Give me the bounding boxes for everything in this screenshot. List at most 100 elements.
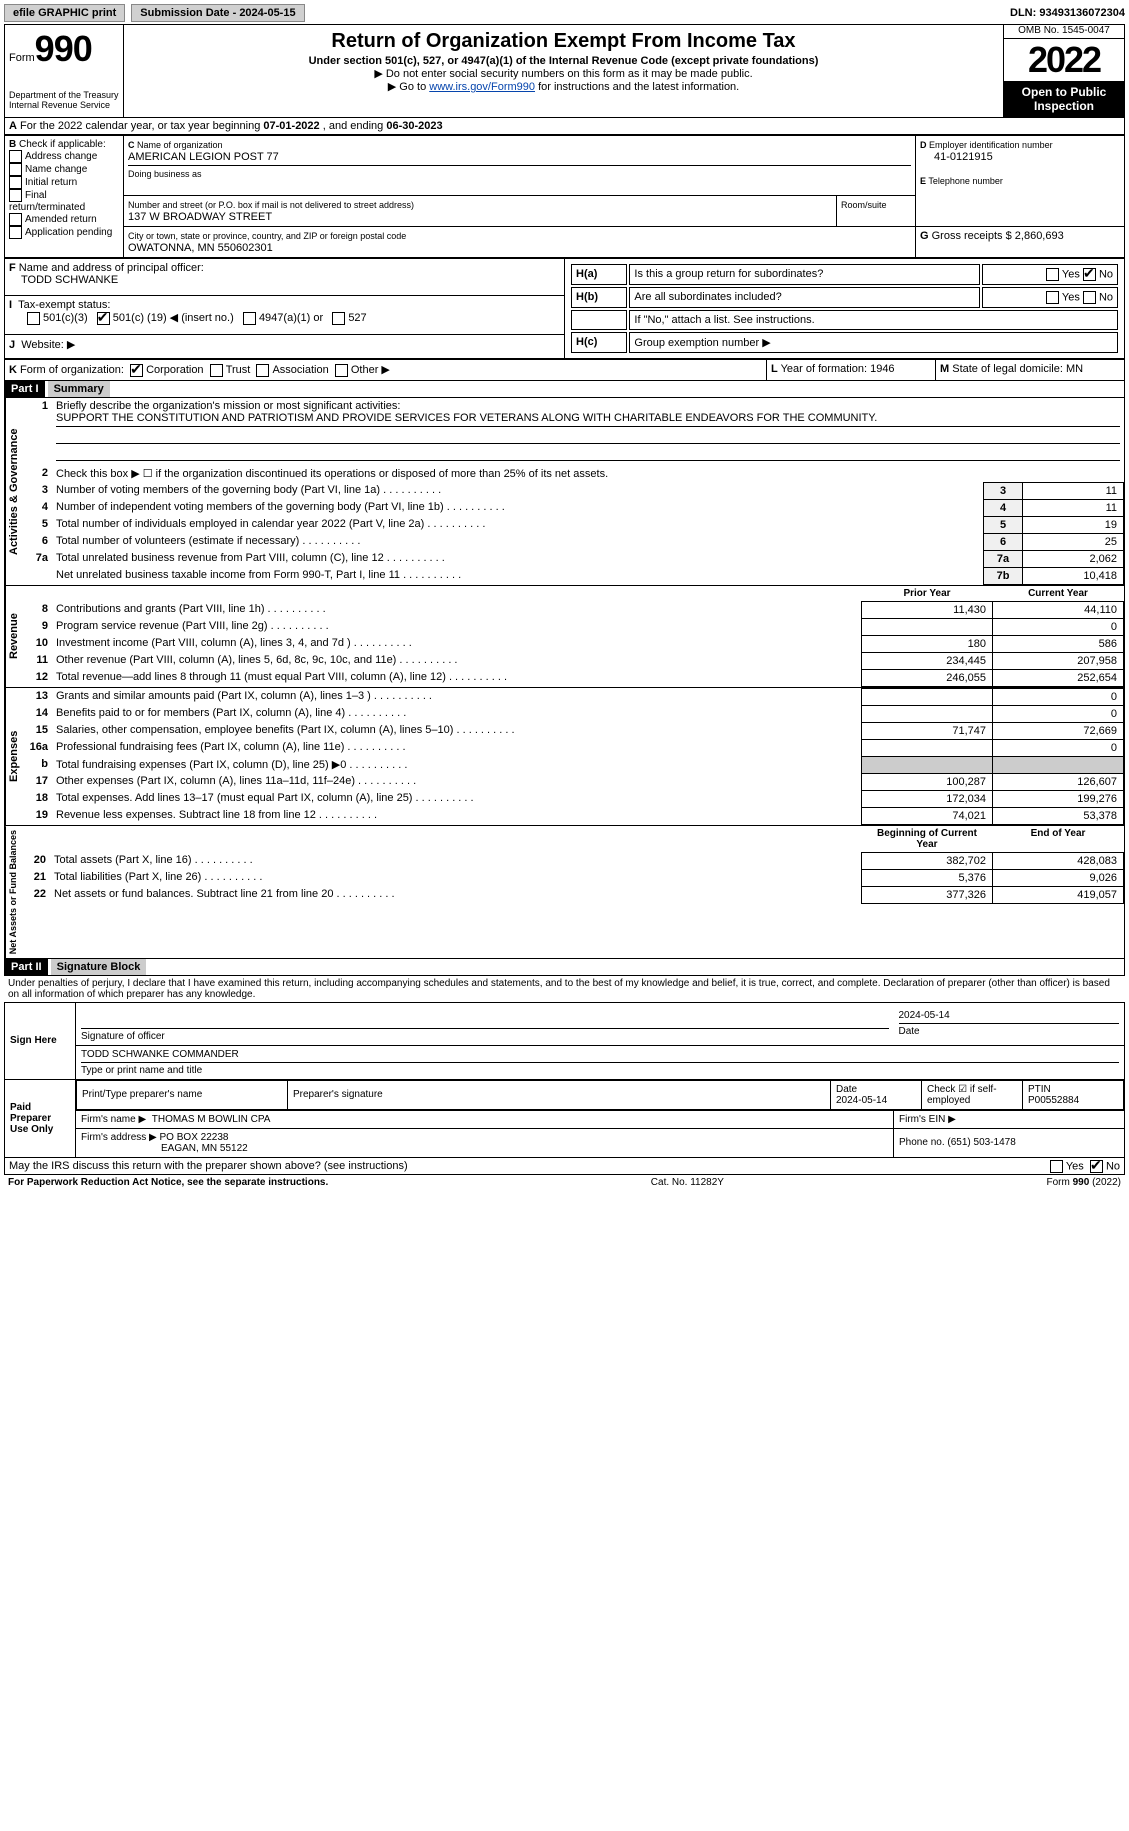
- boxb-checkbox[interactable]: [9, 176, 22, 189]
- top-bar: efile GRAPHIC print Submission Date - 20…: [4, 4, 1125, 22]
- state-domicile-label: State of legal domicile:: [952, 363, 1063, 375]
- check-applicable-label: Check if applicable:: [19, 139, 106, 150]
- hb-no-checkbox[interactable]: [1083, 291, 1096, 304]
- form-subtitle: Under section 501(c), 527, or 4947(a)(1)…: [128, 55, 999, 67]
- dba-label: Doing business as: [128, 169, 202, 179]
- firm-addr2: EAGAN, MN 55122: [81, 1143, 248, 1154]
- ha-yes-checkbox[interactable]: [1046, 268, 1059, 281]
- form-number: 990: [35, 28, 92, 69]
- beg-year-header: Beginning of Current Year: [862, 826, 993, 853]
- form-title: Return of Organization Exempt From Incom…: [128, 30, 999, 53]
- firm-phone: (651) 503-1478: [947, 1137, 1015, 1148]
- part2-header: Part II: [5, 959, 48, 975]
- boxb-checkbox[interactable]: [9, 213, 22, 226]
- firm-name: THOMAS M BOWLIN CPA: [152, 1114, 271, 1125]
- vlabel-net: Net Assets or Fund Balances: [5, 826, 20, 958]
- officer-sub-label: Type or print name and title: [81, 1065, 202, 1076]
- boxb-checkbox[interactable]: [9, 226, 22, 239]
- ein-value: 41-0121915: [920, 151, 1120, 163]
- efile-print-button[interactable]: efile GRAPHIC print: [4, 4, 125, 22]
- ha-no-checkbox[interactable]: [1083, 268, 1096, 281]
- self-employed-check[interactable]: Check ☑ if self-employed: [922, 1080, 1023, 1109]
- hc-label: Group exemption number ▶: [629, 332, 1118, 353]
- org-name: AMERICAN LEGION POST 77: [128, 151, 279, 163]
- line1-label: Briefly describe the organization's miss…: [56, 400, 400, 412]
- officer-group-block: F Name and address of principal officer:…: [4, 258, 1125, 359]
- sig-date: 2024-05-14: [899, 1010, 950, 1021]
- vlabel-ag: Activities & Governance: [5, 398, 22, 585]
- room-label: Room/suite: [841, 200, 887, 210]
- page-footer: For Paperwork Reduction Act Notice, see …: [4, 1175, 1125, 1190]
- paid-preparer-label: Paid Preparer Use Only: [5, 1079, 76, 1157]
- addr-label: Number and street (or P.O. box if mail i…: [128, 200, 414, 210]
- penalty-text: Under penalties of perjury, I declare th…: [4, 976, 1125, 1002]
- form-word: Form: [9, 52, 35, 64]
- vlabel-exp: Expenses: [5, 688, 22, 825]
- gross-receipts-label: Gross receipts $: [932, 230, 1012, 242]
- trust-checkbox[interactable]: [210, 364, 223, 377]
- assoc-checkbox[interactable]: [256, 364, 269, 377]
- discuss-yes-checkbox[interactable]: [1050, 1160, 1063, 1173]
- ptin-value: P00552884: [1028, 1095, 1079, 1106]
- gross-receipts-value: 2,860,693: [1015, 230, 1064, 242]
- end-year-header: End of Year: [993, 826, 1124, 853]
- discuss-no-checkbox[interactable]: [1090, 1160, 1103, 1173]
- dept-label: Department of the Treasury: [9, 90, 119, 100]
- boxb-checkbox[interactable]: [9, 189, 22, 202]
- footer-right: Form 990 (2022): [1047, 1177, 1121, 1188]
- footer-mid: Cat. No. 11282Y: [651, 1177, 724, 1188]
- prior-year-header: Prior Year: [862, 586, 993, 602]
- tax-year: 2022: [1004, 39, 1124, 81]
- hb-yes-checkbox[interactable]: [1046, 291, 1059, 304]
- irs-label: Internal Revenue Service: [9, 100, 119, 110]
- irs-link[interactable]: www.irs.gov/Form990: [429, 81, 535, 93]
- firm-name-label: Firm's name ▶: [81, 1114, 146, 1125]
- mission-text: SUPPORT THE CONSTITUTION AND PATRIOTISM …: [56, 412, 877, 424]
- firm-addr-label: Firm's address ▶: [81, 1132, 157, 1143]
- line2-text: Check this box ▶ ☐ if the organization d…: [52, 465, 1124, 483]
- hb-label: Are all subordinates included?: [629, 287, 980, 308]
- city-value: OWATONNA, MN 550602301: [128, 242, 273, 254]
- omb-number: OMB No. 1545-0047: [1004, 25, 1124, 39]
- signature-block: Sign Here Signature of officer 2024-05-1…: [4, 1002, 1125, 1158]
- prep-name-label: Print/Type preparer's name: [82, 1089, 202, 1100]
- firm-addr1: PO BOX 22238: [160, 1132, 229, 1143]
- other-checkbox[interactable]: [335, 364, 348, 377]
- form-header: Form990 Department of the Treasury Inter…: [4, 24, 1125, 118]
- vlabel-rev: Revenue: [5, 586, 22, 687]
- entity-block: B Check if applicable: Address changeNam…: [4, 135, 1125, 258]
- 4947-checkbox[interactable]: [243, 312, 256, 325]
- ssn-note: Do not enter social security numbers on …: [128, 67, 999, 80]
- officer-name: TODD SCHWANKE: [9, 274, 118, 286]
- state-domicile: MN: [1066, 363, 1083, 375]
- hb-note: If "No," attach a list. See instructions…: [629, 310, 1118, 330]
- officer-name-title: TODD SCHWANKE COMMANDER: [81, 1049, 239, 1060]
- boxb-checkbox[interactable]: [9, 163, 22, 176]
- part2-title: Signature Block: [51, 959, 147, 975]
- discuss-label: May the IRS discuss this return with the…: [9, 1160, 408, 1172]
- prep-sig-label: Preparer's signature: [293, 1089, 383, 1100]
- ha-label: Is this a group return for subordinates?: [629, 264, 980, 285]
- org-name-label: Name of organization: [137, 140, 223, 150]
- 527-checkbox[interactable]: [332, 312, 345, 325]
- phone-label: Telephone number: [928, 176, 1003, 186]
- year-formation-label: Year of formation:: [781, 363, 867, 375]
- footer-left: For Paperwork Reduction Act Notice, see …: [8, 1177, 328, 1188]
- year-formation: 1946: [870, 363, 894, 375]
- part1-title: Summary: [48, 381, 110, 397]
- street-address: 137 W BROADWAY STREET: [128, 211, 272, 223]
- firm-phone-label: Phone no.: [899, 1137, 945, 1148]
- officer-label: Name and address of principal officer:: [19, 262, 204, 274]
- 501c3-checkbox[interactable]: [27, 312, 40, 325]
- form-org-label: Form of organization:: [20, 364, 124, 376]
- city-label: City or town, state or province, country…: [128, 231, 406, 241]
- ptin-label: PTIN: [1028, 1084, 1051, 1095]
- corp-checkbox[interactable]: [130, 364, 143, 377]
- 501c-num: 19: [151, 312, 163, 324]
- goto-note: Go to www.irs.gov/Form990 for instructio…: [128, 80, 999, 93]
- submission-date-label: Submission Date - 2024-05-15: [131, 4, 304, 22]
- boxb-checkbox[interactable]: [9, 150, 22, 163]
- dln-label: DLN: 93493136072304: [1010, 7, 1125, 19]
- sig-officer-label: Signature of officer: [81, 1031, 165, 1042]
- 501c-checkbox[interactable]: [97, 312, 110, 325]
